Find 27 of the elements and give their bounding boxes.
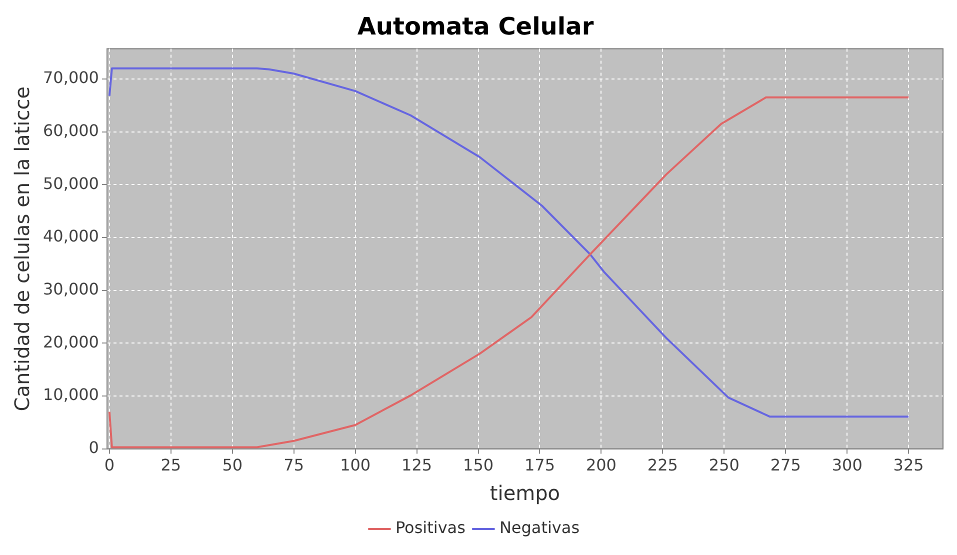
x-tick-label: 175 <box>524 456 556 475</box>
y-tick-label: 0 <box>88 438 99 457</box>
x-tick-label: 75 <box>284 456 304 475</box>
x-tick-label: 25 <box>160 456 182 475</box>
x-axis-title: tiempo <box>490 481 560 506</box>
x-tick-label: 0 <box>104 456 115 475</box>
x-tick-label: 150 <box>463 456 494 475</box>
x-tick-label: 100 <box>340 456 371 475</box>
y-axis-title: Cantidad de celulas en la laticce <box>10 86 34 412</box>
y-tick-label: 40,000 <box>43 226 99 246</box>
y-tick-label: 70,000 <box>43 68 99 88</box>
legend-label: Positivas <box>395 518 466 538</box>
x-tick-label: 225 <box>647 456 678 475</box>
y-tick-label: 50,000 <box>43 174 99 193</box>
chart-title: Automata Celular <box>357 12 594 41</box>
x-tick-label: 300 <box>832 456 862 475</box>
y-tick-label: 20,000 <box>43 332 99 352</box>
y-tick-label: 30,000 <box>43 279 99 298</box>
y-tick-label: 10,000 <box>43 385 99 404</box>
x-tick-label: 275 <box>770 456 801 475</box>
x-tick-label: 50 <box>222 456 243 475</box>
y-tick-label: 60,000 <box>43 120 99 140</box>
legend-label: Negativas <box>499 518 580 538</box>
x-tick-label: 125 <box>402 456 432 475</box>
x-tick-label: 250 <box>708 456 740 475</box>
x-tick-label: 200 <box>586 456 616 475</box>
x-tick-label: 325 <box>893 456 924 475</box>
